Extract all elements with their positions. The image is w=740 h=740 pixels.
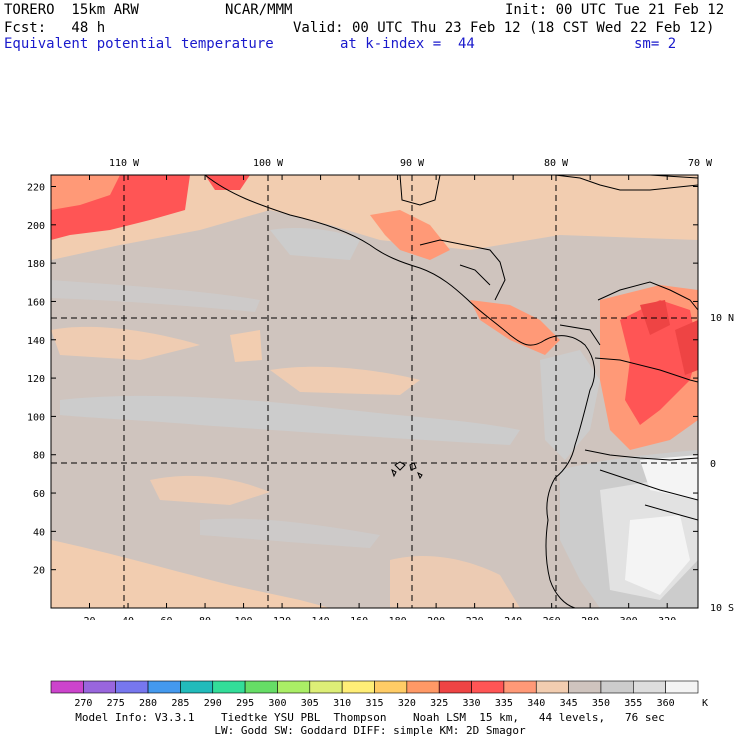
legend-swatch [471, 680, 505, 694]
legend-bar: 270 275 280 285 290 295 300 305 310 315 320 325 330 3… [50, 680, 708, 709]
x-tick-label: 220 [466, 616, 484, 620]
legend-swatch [568, 680, 602, 694]
legend-swatch [503, 680, 537, 694]
legend-label: 280 [139, 698, 157, 706]
legend-swatch [341, 680, 375, 694]
map-canvas: 110 W 100 W 90 W 80 W 70 W 10 N 0 10 S 20 40 60 80 1… [27, 158, 734, 627]
legend-label: 305 [301, 698, 319, 706]
legend-label: 275 [107, 698, 125, 706]
legend-label: 345 [560, 698, 578, 706]
smoothing: sm= 2 [634, 36, 677, 52]
legend-label: 360 [657, 698, 675, 706]
legend-label: 350 [592, 698, 610, 706]
legend-label: 355 [624, 698, 642, 706]
lon-label: 110 W [109, 158, 140, 169]
x-tick-label: 20 [83, 616, 95, 620]
physics-info: LW: Godd SW: Goddard DIFF: simple KM: 2D… [214, 724, 526, 737]
color-legend: 270 275 280 285 290 295 300 305 310 315 320 325 330 3… [0, 676, 740, 709]
lon-label: 70 W [688, 158, 713, 169]
y-tick-label: 120 [27, 374, 45, 385]
latlon-grid [51, 175, 698, 608]
x-tick-label: 100 [235, 616, 253, 620]
y-tick-label: 140 [27, 336, 45, 347]
legend-label: 270 [74, 698, 92, 706]
legend-label: 290 [204, 698, 222, 706]
legend-label: 285 [171, 698, 189, 706]
map-panel: 110 W 100 W 90 W 80 W 70 W 10 N 0 10 S 20 40 60 80 1… [0, 150, 740, 627]
x-tick-label: 280 [581, 616, 599, 620]
x-tick-label: 80 [199, 616, 211, 620]
lon-label: 90 W [400, 158, 425, 169]
legend-swatch [83, 680, 116, 694]
init-time: Init: 00 UTC Tue 21 Feb 12 [505, 2, 725, 18]
legend-label: 325 [430, 698, 448, 706]
legend-label: 330 [463, 698, 481, 706]
legend-label: 310 [333, 698, 351, 706]
x-tick-label: 40 [122, 616, 134, 620]
y-tick-label: 160 [27, 297, 45, 308]
field-name: Equivalent potential temperature [4, 36, 274, 52]
level-index: at k-index = 44 [340, 36, 475, 52]
theta-e-field [51, 175, 698, 608]
legend-label: 340 [527, 698, 545, 706]
legend-swatch [50, 680, 84, 694]
legend-swatch [406, 680, 440, 694]
x-tick-label: 200 [427, 616, 445, 620]
legend-swatch [277, 680, 311, 694]
y-tick-label: 80 [33, 451, 45, 462]
forecast-hour: Fcst: 48 h [4, 20, 106, 36]
y-tick-label: 220 [27, 182, 45, 193]
legend-label: 335 [495, 698, 513, 706]
legend-swatch [147, 680, 181, 694]
valid-time: Valid: 00 UTC Thu 23 Feb 12 (18 CST Wed … [293, 20, 715, 36]
lon-label: 80 W [544, 158, 569, 169]
legend-swatch [535, 680, 569, 694]
legend-swatch [665, 680, 699, 694]
y-tick-label: 40 [33, 527, 45, 538]
y-tick-label: 60 [33, 489, 45, 500]
legend-swatch [438, 680, 472, 694]
coastlines [204, 175, 698, 608]
x-tick-label: 260 [543, 616, 561, 620]
legend-label: 320 [398, 698, 416, 706]
legend-swatch [244, 680, 278, 694]
organization: NCAR/MMM [225, 2, 293, 18]
x-tick-label: 120 [273, 616, 291, 620]
y-tick-label: 100 [27, 412, 45, 423]
y-tick-label: 180 [27, 259, 45, 270]
x-tick-label: 160 [350, 616, 368, 620]
lat-label: 10 S [710, 603, 734, 614]
lat-label: 0 [710, 459, 716, 470]
lat-label: 10 N [710, 313, 734, 324]
legend-swatch [309, 680, 343, 694]
legend-swatch [600, 680, 634, 694]
x-tick-label: 300 [620, 616, 638, 620]
x-tick-label: 240 [504, 616, 522, 620]
legend-label: 300 [268, 698, 286, 706]
legend-swatch [115, 680, 149, 694]
x-tick-label: 180 [389, 616, 407, 620]
y-tick-label: 20 [33, 566, 45, 577]
lon-label: 100 W [253, 158, 284, 169]
legend-label: 315 [365, 698, 383, 706]
x-tick-label: 140 [312, 616, 330, 620]
legend-swatch [632, 680, 666, 694]
x-tick-label: 60 [161, 616, 173, 620]
legend-swatch [180, 680, 214, 694]
legend-unit: K [702, 698, 708, 706]
legend-swatch [212, 680, 246, 694]
legend-swatch [374, 680, 408, 694]
y-tick-label: 200 [27, 221, 45, 232]
run-name: TORERO 15km ARW [4, 2, 139, 18]
map-frame [50, 174, 699, 609]
x-tick-label: 320 [658, 616, 676, 620]
model-info: Model Info: V3.3.1 Tiedtke YSU PBL Thomp… [75, 711, 665, 724]
legend-label: 295 [236, 698, 254, 706]
